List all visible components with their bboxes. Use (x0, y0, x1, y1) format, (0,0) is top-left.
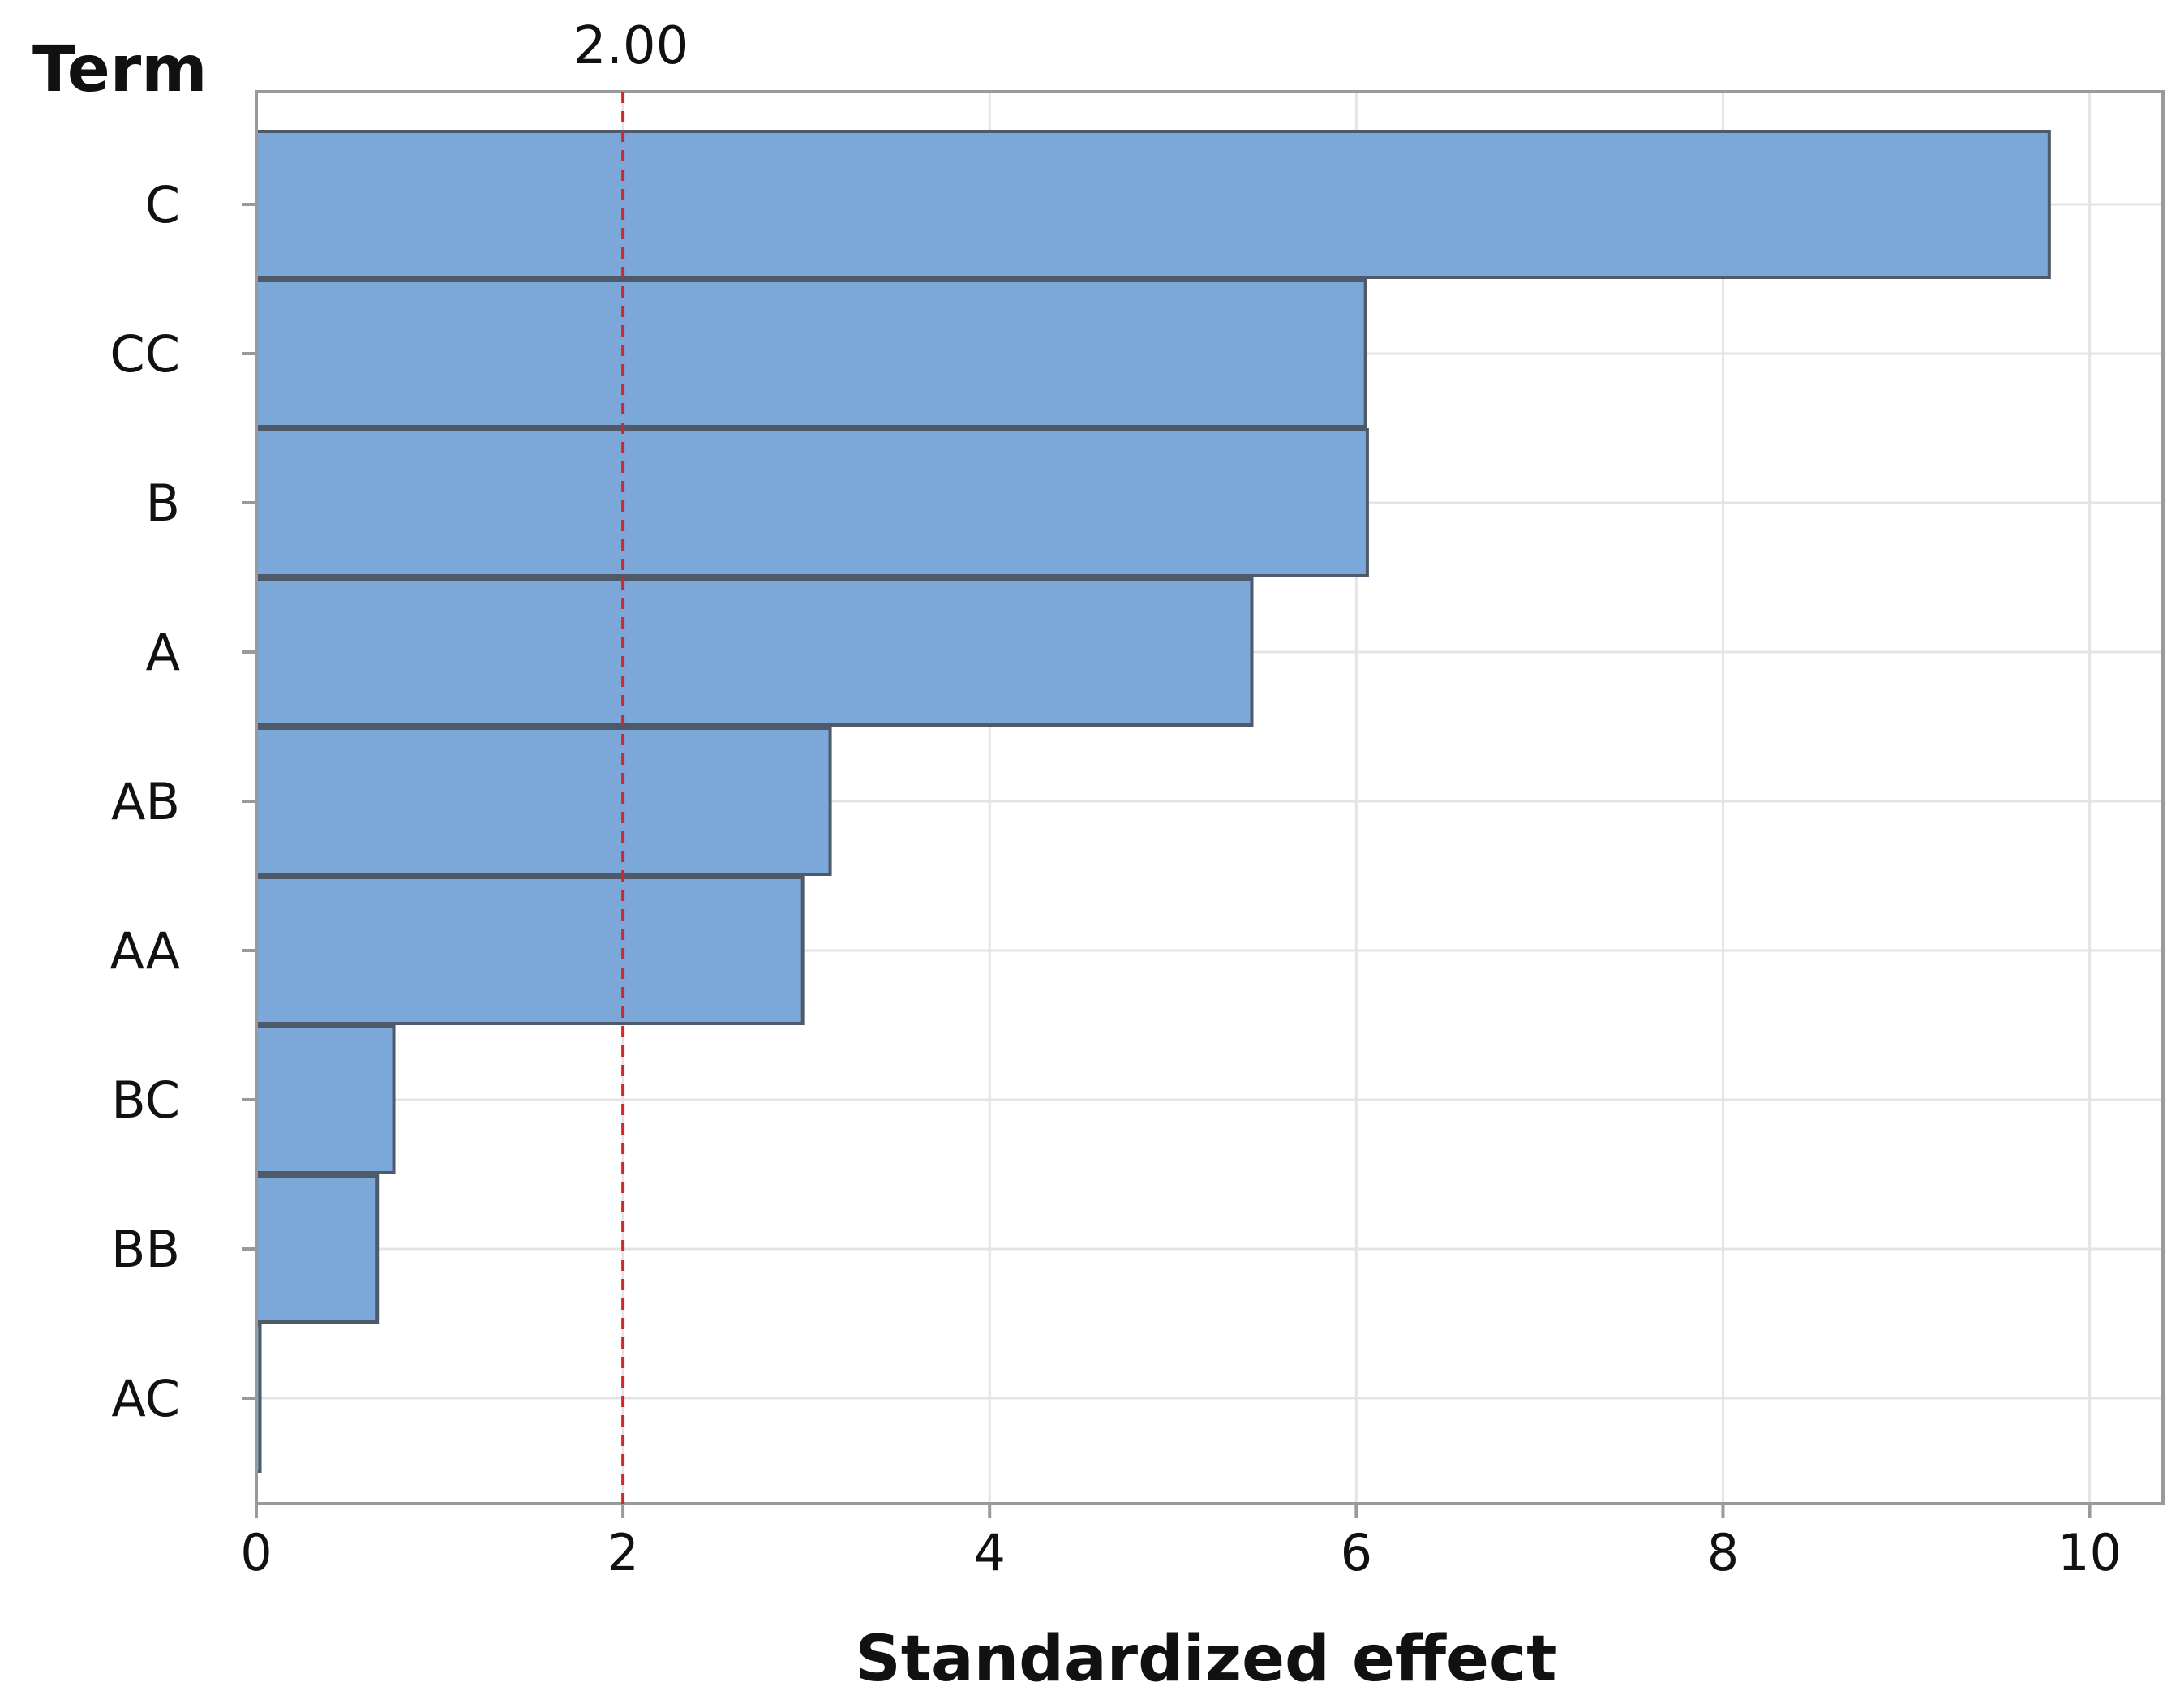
reference-line-label: 2.00 (573, 16, 689, 76)
x-tick-label-6: 6 (1341, 1523, 1372, 1582)
bar-CC (255, 279, 1367, 428)
x-tick-label-2: 2 (607, 1523, 638, 1582)
bar-B (255, 428, 1369, 577)
x-tick-label-10: 10 (2058, 1523, 2122, 1582)
y-tick-label-AC: AC (111, 1369, 180, 1428)
bar-AA (255, 876, 805, 1025)
y-tick-label-C: C (145, 175, 180, 234)
frame-layer (255, 90, 2165, 1505)
reference-layer: 2.00 (573, 16, 689, 1504)
y-axis-title: Term (32, 33, 208, 106)
y-tick-label-BB: BB (111, 1220, 180, 1279)
y-tick-label-AA: AA (109, 921, 180, 981)
bar-C (255, 130, 2051, 279)
bar-A (255, 577, 1254, 727)
bars-layer (255, 130, 2051, 1473)
plot-frame (255, 90, 2165, 1505)
y-tick-label-CC: CC (109, 324, 180, 384)
x-tick-label-4: 4 (974, 1523, 1006, 1582)
bar-BB (255, 1174, 380, 1324)
x-tick-label-0: 0 (240, 1523, 272, 1582)
bar-BC (255, 1025, 396, 1174)
y-tick-label-B: B (145, 474, 180, 533)
x-tick-label-8: 8 (1707, 1523, 1739, 1582)
bar-AB (255, 727, 832, 876)
y-tick-label-A: A (146, 623, 180, 682)
y-tick-label-AB: AB (111, 772, 180, 831)
x-axis-title: Standardized effect (856, 1623, 1557, 1696)
y-tick-label-BC: BC (111, 1071, 180, 1130)
